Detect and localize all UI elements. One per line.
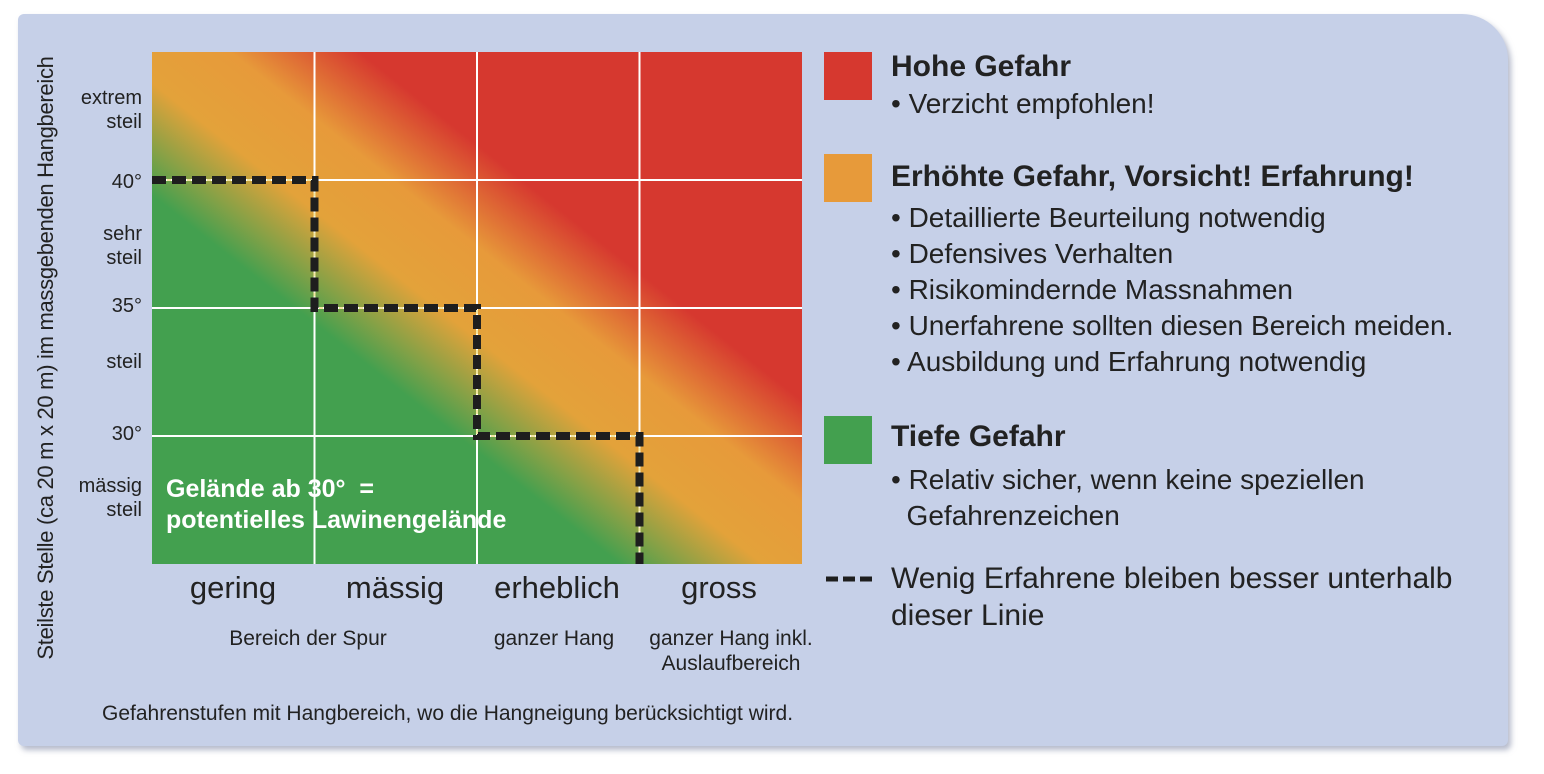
legend-bullet: • Verzicht empfohlen!	[891, 88, 1155, 119]
legend-bullet: • Ausbildung und Erfahrung notwendig	[891, 346, 1367, 377]
recommended-limit-line	[152, 176, 644, 564]
tick-35: 35°	[111, 295, 142, 317]
legend-swatch-medium	[824, 154, 872, 202]
legend-swatch-high	[824, 52, 872, 100]
tick-40: 40°	[111, 171, 142, 193]
x-category-maessig: mässig	[345, 570, 445, 605]
terrain-callout: Gelände ab 30° = potentielles Lawinengel…	[166, 475, 507, 534]
tick-sehr-steil: sehr steil	[103, 223, 142, 269]
tick-maessig-steil: mässig steil	[78, 475, 142, 521]
legend-bullets-high: • Verzicht empfohlen!	[891, 86, 1155, 122]
figure-caption: Gefahrenstufen mit Hangbereich, wo die H…	[102, 702, 794, 725]
x-category-gering: gering	[189, 570, 277, 605]
tick-30: 30°	[111, 423, 142, 445]
legend-bullet: • Detaillierte Beurteilung notwendig	[891, 202, 1326, 233]
legend-bullets-low: • Relativ sicher, wenn keine speziellen …	[891, 462, 1365, 534]
x-category-gross: gross	[681, 570, 757, 605]
legend-dashed-line-icon	[826, 576, 876, 582]
legend-title-low: Tiefe Gefahr	[891, 420, 1066, 453]
legend-bullet: • Risikomindernde Massnahmen	[891, 274, 1293, 305]
legend-bullets-medium: • Detaillierte Beurteilung notwendig • D…	[891, 200, 1453, 380]
risk-heatmap: Gelände ab 30° = potentielles Lawinengel…	[152, 52, 802, 564]
y-axis-label: Steilste Stelle (ca 20 m x 20 m) im mass…	[33, 56, 58, 660]
tick-steil: steil	[106, 351, 142, 373]
legend-bullet: • Defensives Verhalten	[891, 238, 1174, 269]
legend-swatch-low	[824, 416, 872, 464]
legend-bullet: • Unerfahrene sollten diesen Bereich mei…	[891, 310, 1454, 341]
x-sub-ganzer-hang: ganzer Hang	[493, 627, 615, 650]
x-sub-auslaufbereich: ganzer Hang inkl. Auslaufbereich	[649, 627, 813, 675]
legend-title-medium: Erhöhte Gefahr, Vorsicht! Erfahrung!	[891, 160, 1414, 193]
legend-bullet: • Relativ sicher, wenn keine speziellen …	[891, 464, 1365, 531]
grid-and-limit-line	[152, 52, 802, 564]
x-sub-bereich-spur: Bereich der Spur	[229, 627, 387, 650]
tick-extrem-steil: extrem steil	[80, 87, 142, 133]
legend-line-text: Wenig Erfahrene bleiben besser unterhalb…	[891, 562, 1453, 632]
legend-title-high: Hohe Gefahr	[891, 50, 1072, 83]
x-category-erheblich: erheblich	[494, 570, 620, 605]
